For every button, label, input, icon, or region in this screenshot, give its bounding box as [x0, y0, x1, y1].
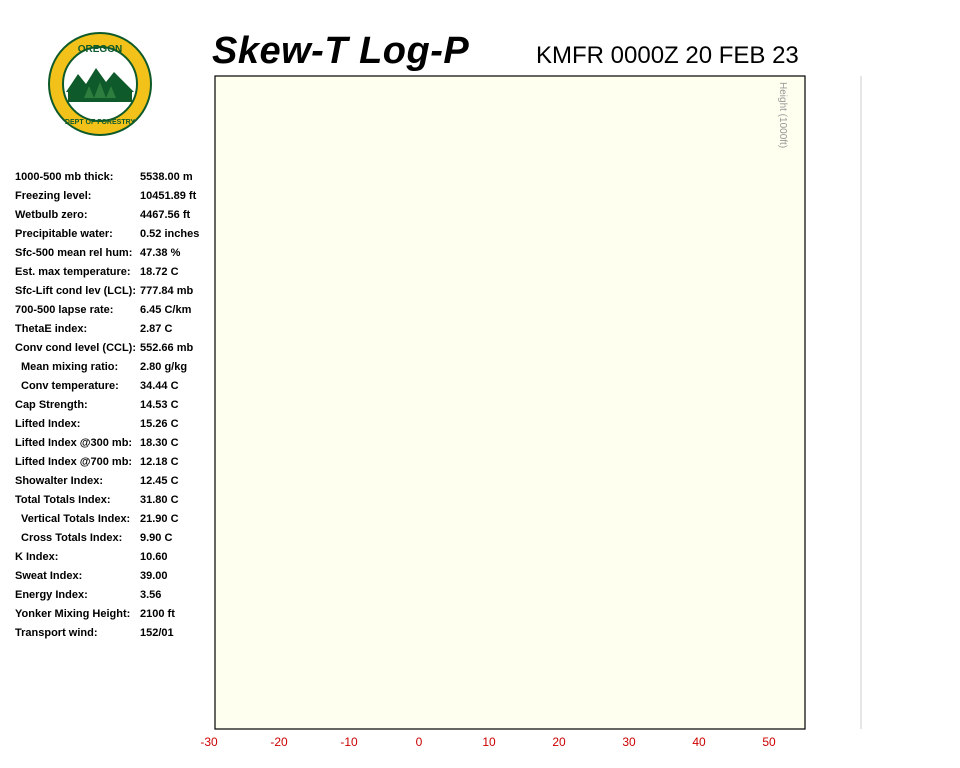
stat-value: 152/01: [140, 627, 174, 639]
x-tick-label: -20: [270, 735, 288, 749]
stat-label: Freezing level:: [15, 190, 92, 202]
stat-row: Wetbulb zero: 4467.56 ft: [15, 206, 215, 225]
plot-background: [215, 76, 805, 729]
stat-label: Yonker Mixing Height:: [15, 608, 131, 620]
stat-value: 47.38 %: [140, 247, 181, 259]
stat-label: Transport wind:: [15, 627, 98, 639]
stat-label: Sweat Index:: [15, 570, 83, 582]
stat-value: 18.30 C: [140, 437, 179, 449]
stat-row: Precipitable water: 0.52 inches: [15, 225, 215, 244]
stat-row: Transport wind: 152/01: [15, 624, 215, 643]
stat-label: Mean mixing ratio:: [21, 361, 119, 373]
stat-row: Freezing level: 10451.89 ft: [15, 187, 215, 206]
stat-label: K Index:: [15, 551, 59, 563]
stat-label: Total Totals Index:: [15, 494, 111, 506]
stat-label: Showalter Index:: [15, 475, 104, 487]
x-tick-label: -10: [340, 735, 358, 749]
stat-label: 700-500 lapse rate:: [15, 304, 114, 316]
svg-text:OREGON: OREGON: [78, 44, 122, 55]
stat-label: Sfc-500 mean rel hum:: [15, 247, 133, 259]
stat-label: Sfc-Lift cond lev (LCL):: [15, 285, 136, 297]
stat-row: Showalter Index: 12.45 C: [15, 472, 215, 491]
stat-value: 10451.89 ft: [140, 190, 197, 202]
stat-value: 777.84 mb: [140, 285, 194, 297]
stat-label: Conv temperature:: [21, 380, 119, 392]
stat-label: 1000-500 mb thick:: [15, 171, 114, 183]
svg-text:DEPT OF FORESTRY: DEPT OF FORESTRY: [65, 119, 135, 126]
stat-label: Energy Index:: [15, 589, 88, 601]
stat-row: Sfc-500 mean rel hum: 47.38 %: [15, 244, 215, 263]
stat-value: 2.87 C: [140, 323, 173, 335]
stat-value: 12.18 C: [140, 456, 179, 468]
stat-value: 5538.00 m: [140, 171, 193, 183]
x-tick-label: 0: [416, 735, 423, 749]
x-tick-label: 30: [622, 735, 636, 749]
stat-value: 3.56: [140, 589, 162, 601]
stat-row: Sfc-Lift cond lev (LCL): 777.84 mb: [15, 282, 215, 301]
stat-value: 34.44 C: [140, 380, 179, 392]
stat-label: Est. max temperature:: [15, 266, 131, 278]
stat-label: Cross Totals Index:: [21, 532, 123, 544]
plot-border: [214, 75, 806, 730]
chart-title: Skew-T Log-P: [212, 30, 470, 72]
stat-value: 21.90 C: [140, 513, 179, 525]
stat-row: 1000-500 mb thick: 5538.00 m: [15, 168, 215, 187]
stat-label: ThetaE index:: [15, 323, 88, 335]
stat-value: 15.26 C: [140, 418, 179, 430]
stat-value: 0.52 inches: [140, 228, 200, 240]
stat-value: 9.90 C: [140, 532, 173, 544]
stat-value: 14.53 C: [140, 399, 179, 411]
stat-label: Conv cond level (CCL):: [15, 342, 137, 354]
stat-row: Total Totals Index: 31.80 C: [15, 491, 215, 510]
stat-label: Lifted Index @300 mb:: [15, 437, 133, 449]
stat-row: K Index: 10.60: [15, 548, 215, 567]
stat-row: Yonker Mixing Height: 2100 ft: [15, 605, 215, 624]
stat-value: 6.45 C/km: [140, 304, 192, 316]
stat-value: 18.72 C: [140, 266, 179, 278]
stat-label: Precipitable water:: [15, 228, 113, 240]
stat-row: Lifted Index: 15.26 C: [15, 415, 215, 434]
x-tick-label: 10: [482, 735, 496, 749]
stat-row: Conv temperature: 34.44 C: [15, 377, 215, 396]
stat-value: 31.80 C: [140, 494, 179, 506]
sounding-indices-panel: 1000-500 mb thick: 5538.00 m Freezing leve…: [15, 168, 215, 643]
stat-label: Wetbulb zero:: [15, 209, 88, 221]
stat-row: Cross Totals Index: 9.90 C: [15, 529, 215, 548]
station-time-label: KMFR 0000Z 20 FEB 23: [536, 42, 799, 69]
stat-row: Lifted Index @700 mb: 12.18 C: [15, 453, 215, 472]
stat-value: 10.60: [140, 551, 168, 563]
stat-label: Vertical Totals Index:: [21, 513, 131, 525]
x-tick-label: 20: [552, 735, 566, 749]
stat-row: Sweat Index: 39.00: [15, 567, 215, 586]
stat-label: Cap Strength:: [15, 399, 88, 411]
stat-row: ThetaE index: 2.87 C: [15, 320, 215, 339]
stat-value: 552.66 mb: [140, 342, 194, 354]
stat-row: 700-500 lapse rate: 6.45 C/km: [15, 301, 215, 320]
stat-label: Lifted Index @700 mb:: [15, 456, 133, 468]
stat-row: Conv cond level (CCL): 552.66 mb: [15, 339, 215, 358]
stat-value: 12.45 C: [140, 475, 179, 487]
x-tick-label: 40: [692, 735, 706, 749]
stat-value: 2100 ft: [140, 608, 175, 620]
stat-value: 2.80 g/kg: [140, 361, 188, 373]
stat-row: Vertical Totals Index: 21.90 C: [15, 510, 215, 529]
stat-value: 39.00: [140, 570, 168, 582]
oregon-department-of-forestry-logo: OREGON DEPT OF FORESTRY: [48, 32, 152, 136]
stat-row: Energy Index: 3.56: [15, 586, 215, 605]
stat-row: Est. max temperature: 18.72 C: [15, 263, 215, 282]
stat-label: Lifted Index:: [15, 418, 81, 430]
x-tick-label: 50: [762, 735, 776, 749]
stat-row: Mean mixing ratio: 2.80 g/kg: [15, 358, 215, 377]
stat-row: Lifted Index @300 mb: 18.30 C: [15, 434, 215, 453]
stat-row: Cap Strength: 14.53 C: [15, 396, 215, 415]
height-axis-title: Height (1000ft): [777, 82, 788, 148]
stat-value: 4467.56 ft: [140, 209, 191, 221]
x-tick-label: -30: [200, 735, 218, 749]
